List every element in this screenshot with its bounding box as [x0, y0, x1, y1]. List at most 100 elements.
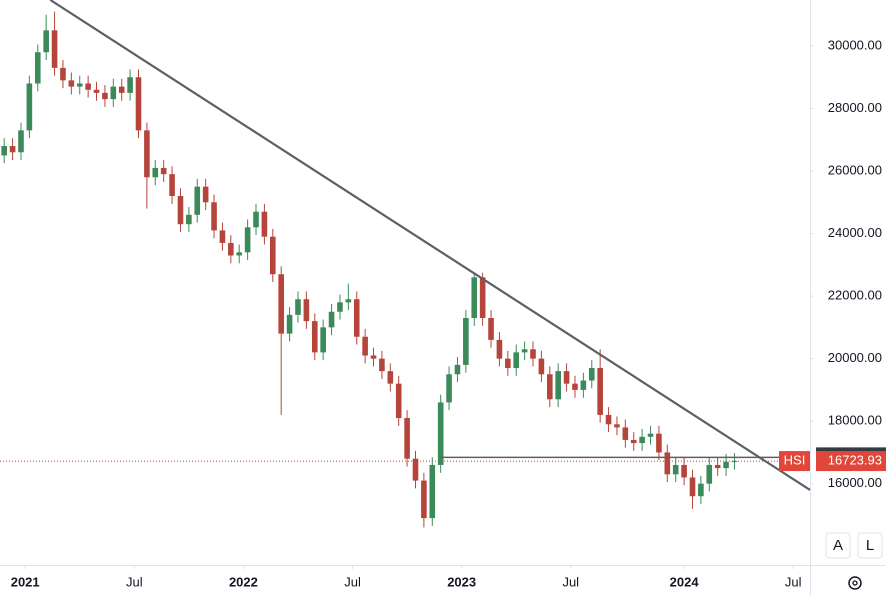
candle-body [421, 480, 427, 519]
candle-body [152, 167, 159, 178]
x-tick-label: Jul [562, 574, 579, 589]
x-tick-label: 2023 [447, 574, 476, 589]
x-tick-label: 2021 [11, 574, 40, 589]
candle-body [278, 274, 284, 334]
candle-body [43, 30, 49, 53]
y-tick-label: 28000.00 [828, 100, 882, 115]
candle-body [261, 211, 268, 237]
candle-body [412, 458, 419, 481]
y-tick-label: 26000.00 [828, 162, 882, 177]
candle-body [219, 230, 226, 243]
candle-body [546, 374, 553, 400]
candle-body [521, 349, 528, 353]
candle-body [656, 433, 662, 453]
gear-center [852, 580, 858, 586]
candle-body [395, 383, 402, 419]
last-price-box [816, 451, 886, 472]
last-price-label: 16723.93 [828, 453, 882, 468]
candle-body [689, 477, 696, 497]
scale-button[interactable]: L [857, 532, 883, 559]
y-tick-label: 20000.00 [828, 350, 882, 365]
y-tick-label: 16000.00 [828, 475, 882, 490]
candle-body [34, 52, 41, 84]
candle-body [51, 30, 58, 68]
candle-body [698, 483, 704, 497]
candle-body [446, 374, 452, 403]
candle-body [253, 211, 259, 228]
candle-body [337, 302, 343, 312]
candle-body [236, 252, 243, 256]
candle-body [471, 277, 478, 318]
candle-body [202, 186, 209, 203]
x-tick-label: Jul [126, 574, 143, 589]
candle-body [563, 371, 570, 384]
x-tick-label: 2024 [670, 574, 700, 589]
candle-body [160, 167, 167, 175]
candle-body [580, 380, 587, 390]
candle-body [295, 299, 301, 315]
candle-body [538, 358, 545, 375]
candle-body [144, 130, 150, 178]
candle-body [353, 299, 360, 337]
candle-body [454, 364, 461, 375]
candle-body [706, 464, 713, 484]
candle-body [194, 186, 201, 215]
settings-button[interactable] [848, 576, 862, 590]
candle-body [681, 464, 687, 478]
scale-button-label: L [866, 537, 874, 554]
y-tick-label: 22000.00 [828, 288, 882, 303]
candle-body [597, 368, 603, 415]
candle-body [177, 196, 184, 225]
candle-body [93, 89, 100, 93]
candle-body [672, 464, 679, 475]
candle-body [311, 321, 318, 353]
candle-body [320, 327, 326, 353]
scale-button-box [825, 532, 851, 559]
candle-body [572, 383, 578, 390]
candle-body [437, 402, 444, 465]
candle-body [169, 174, 175, 197]
y-tick-label: 24000.00 [828, 225, 882, 240]
plot-area [0, 0, 811, 528]
candle-body [211, 202, 217, 231]
candle-body [328, 311, 335, 328]
candle-body [605, 414, 612, 425]
candle-body [127, 77, 133, 93]
candle-body [387, 371, 394, 384]
candle-body [18, 130, 24, 153]
x-tick-label: 2022 [229, 574, 258, 589]
candle-body [379, 358, 385, 372]
scale-button[interactable]: A [825, 532, 851, 559]
candle-body [496, 339, 503, 359]
scale-button-box [857, 532, 883, 559]
candle-body [135, 77, 142, 131]
candle-body [513, 352, 520, 369]
candle-body [463, 317, 469, 365]
candle-body [488, 317, 494, 340]
candle-body [286, 314, 293, 334]
candle-body [1, 146, 7, 156]
x-tick-label: Jul [344, 574, 361, 589]
y-tick-label: 30000.00 [828, 37, 882, 52]
candle-body [370, 355, 377, 359]
candle-body [9, 146, 16, 153]
candle-body [622, 427, 629, 440]
candle-body [362, 336, 368, 356]
candle-body [102, 92, 108, 100]
candle-body [630, 439, 637, 444]
gear-ring [848, 576, 862, 590]
candle-body [110, 86, 117, 100]
candle-body [244, 227, 251, 253]
candle-body [647, 433, 654, 437]
candle-body [664, 452, 671, 475]
candle-body [639, 436, 645, 444]
candle-body [76, 83, 83, 87]
candle-body [505, 358, 511, 369]
candle-body [26, 83, 33, 131]
candle-body [303, 299, 310, 322]
candle-body [85, 83, 91, 90]
candle-body [60, 67, 66, 81]
candle-body [345, 299, 352, 303]
